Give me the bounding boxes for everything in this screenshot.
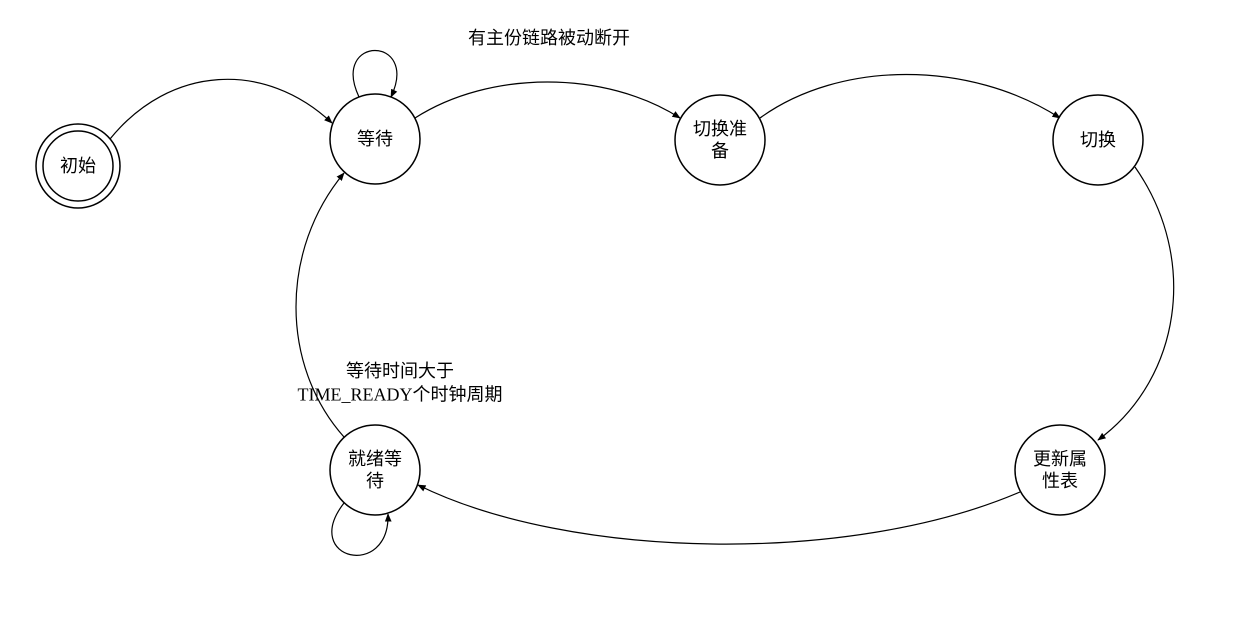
state-node-label: 待 — [366, 471, 384, 491]
state-node-switch: 切换 — [1053, 95, 1143, 185]
transition-update_to_ready — [418, 485, 1020, 544]
state-node-wait: 等待 — [330, 94, 420, 184]
transition-switch_to_update — [1098, 167, 1174, 440]
edges-layer — [110, 51, 1174, 556]
state-node-label: 就绪等 — [348, 449, 402, 469]
transition-label: 有主份链路被动断开 — [468, 28, 630, 48]
state-node-label: 更新属 — [1033, 449, 1087, 469]
state-node-ready_wait: 就绪等待 — [330, 425, 420, 515]
transition-wait_to_prep — [415, 82, 680, 118]
state-node-initial: 初始 — [36, 124, 120, 208]
state-node-label: 等待 — [357, 129, 393, 149]
transition-wait_self — [353, 51, 397, 98]
state-diagram: 初始 等待 切换准备 切换更新属性表 就绪等待 有主份链路被动断开等待时间大于 TIME_… — [0, 0, 1239, 634]
state-node-update_attr: 更新属性表 — [1015, 425, 1105, 515]
state-node-label: 初始 — [60, 156, 96, 176]
state-node-label: 切换 — [1080, 130, 1116, 150]
nodes-layer: 初始 等待 切换准备 切换更新属性表 就绪等待 — [36, 94, 1143, 515]
state-node-switch_prep: 切换准备 — [675, 95, 765, 185]
transition-init_to_wait — [110, 79, 332, 139]
transition-label: TIME_READY个时钟周期 — [298, 384, 503, 404]
transition-prep_to_switch — [760, 75, 1060, 119]
state-node-label: 切换准 — [693, 119, 747, 139]
transition-label: 等待时间大于 — [346, 361, 454, 381]
state-node-label: 备 — [711, 141, 729, 161]
state-node-label: 性表 — [1042, 471, 1078, 491]
